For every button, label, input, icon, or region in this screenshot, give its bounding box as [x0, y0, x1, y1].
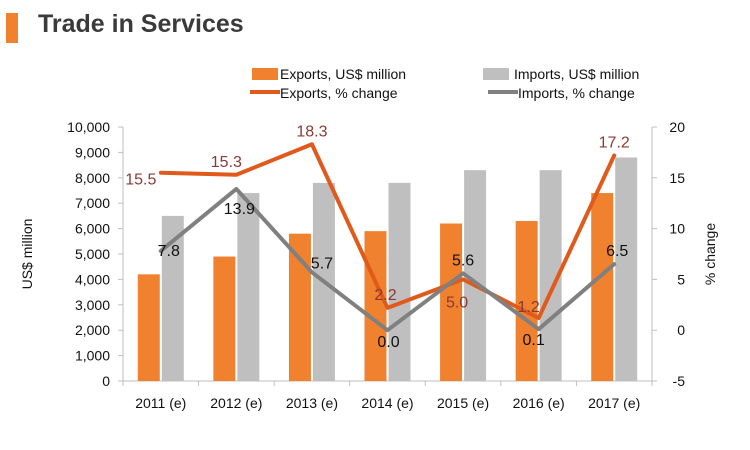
- exports-bar: [364, 231, 387, 381]
- legend-swatch-imports-bar: [483, 68, 509, 80]
- imports-change-label: 7.8: [158, 243, 180, 260]
- x-tick-label: 2015 (e): [437, 395, 489, 411]
- exports-change-label: 2.2: [374, 287, 396, 304]
- legend-label-exports-line: Exports, % change: [280, 85, 398, 101]
- exports-change-label: 15.5: [125, 172, 156, 189]
- right-tick-label: 15: [669, 170, 685, 186]
- x-tick-label: 2017 (e): [588, 395, 640, 411]
- x-tick-label: 2012 (e): [210, 395, 262, 411]
- imports-change-line: [158, 186, 617, 333]
- right-tick-label: 5: [677, 271, 685, 287]
- imports-bar: [539, 170, 562, 381]
- x-tick-label: 2014 (e): [361, 395, 413, 411]
- imports-change-label: 0.0: [377, 334, 399, 351]
- exports-bar: [440, 223, 463, 381]
- left-tick-label: 2,000: [75, 322, 110, 338]
- left-tick-label: 7,000: [75, 195, 110, 211]
- exports-change-label: 18.3: [296, 123, 327, 140]
- exports-change-label: 1.2: [518, 299, 540, 316]
- left-tick-label: 8,000: [75, 170, 110, 186]
- title-accent-bar: [6, 13, 18, 43]
- x-tick-label: 2011 (e): [135, 395, 186, 411]
- legend-swatch-exports-bar: [252, 68, 278, 80]
- imports-bar: [388, 182, 411, 381]
- right-axis-title: % change: [702, 223, 718, 285]
- exports-bar: [515, 220, 538, 381]
- imports-change-label: 0.1: [523, 332, 545, 349]
- exports-change-line: [158, 142, 617, 321]
- chart-header: Trade in Services: [0, 0, 750, 50]
- imports-change-label: 6.5: [606, 243, 628, 260]
- exports-change-label: 17.2: [599, 134, 630, 151]
- left-axis-title: US$ million: [19, 219, 35, 290]
- imports-change-label: 5.7: [311, 255, 333, 272]
- right-tick-label: 20: [669, 119, 685, 135]
- legend-label-imports-line: Imports, % change: [518, 85, 635, 101]
- exports-bar: [137, 274, 160, 381]
- x-tick-label: 2016 (e): [513, 395, 565, 411]
- exports-bar: [213, 256, 236, 381]
- left-tick-label: 1,000: [75, 348, 110, 364]
- exports-change-label: 5.0: [446, 294, 468, 311]
- right-tick-label: -5: [673, 373, 686, 389]
- legend-label-exports-bar: Exports, US$ million: [280, 66, 406, 82]
- right-tick-label: 0: [677, 322, 685, 338]
- exports-change-label: 15.3: [211, 154, 242, 171]
- imports-bar: [464, 170, 487, 381]
- exports-bar: [288, 233, 311, 381]
- imports-bar: [615, 157, 638, 381]
- left-tick-label: 6,000: [75, 221, 110, 237]
- exports-bar: [591, 193, 614, 381]
- left-tick-label: 0: [102, 373, 110, 389]
- x-tick-label: 2013 (e): [286, 395, 338, 411]
- imports-change-label: 13.9: [224, 201, 255, 218]
- legend-label-imports-bar: Imports, US$ million: [514, 66, 639, 82]
- imports-change-label: 5.6: [452, 252, 474, 269]
- imports-bar: [161, 215, 184, 381]
- left-tick-label: 4,000: [75, 271, 110, 287]
- imports-bar: [237, 193, 260, 381]
- left-tick-label: 5,000: [75, 246, 110, 262]
- left-tick-label: 3,000: [75, 297, 110, 313]
- chart-title: Trade in Services: [38, 10, 244, 38]
- right-tick-label: 10: [669, 221, 685, 237]
- left-tick-label: 10,000: [67, 119, 110, 135]
- left-tick-label: 9,000: [75, 144, 110, 160]
